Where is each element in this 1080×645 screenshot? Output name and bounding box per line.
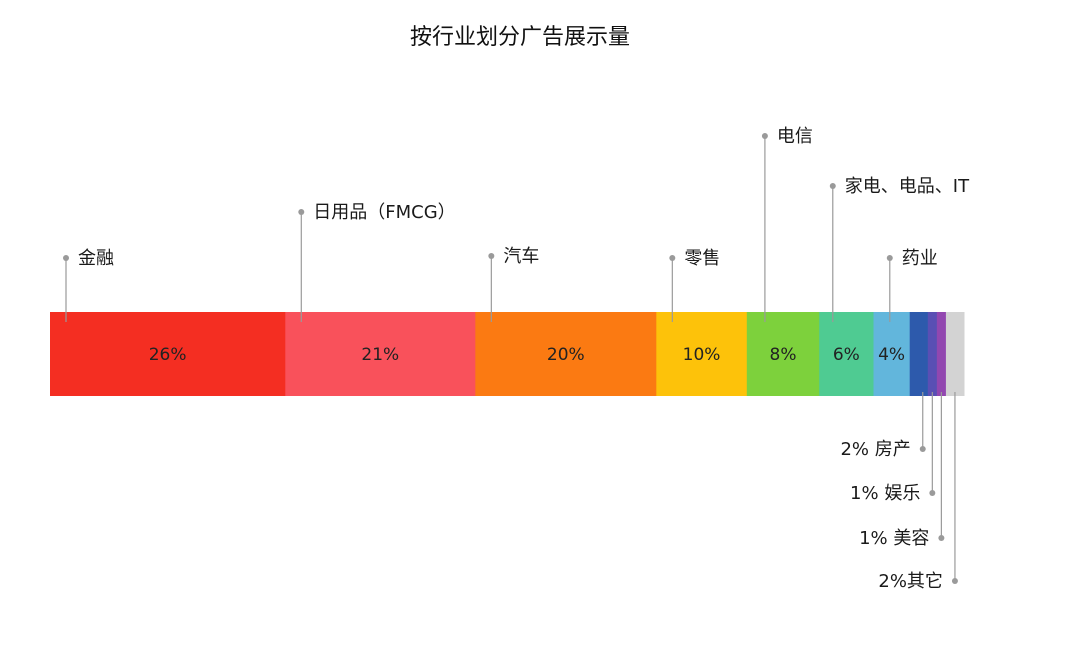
chart-title: 按行业划分广告展示量 <box>410 25 630 50</box>
category-label: 药业 <box>902 248 938 269</box>
category-label: 1% 美容 <box>859 528 929 549</box>
category-label: 2%其它 <box>878 571 943 592</box>
leader-dot <box>929 490 936 496</box>
segment-value-label: 10% <box>683 345 721 365</box>
segment-value-label: 20% <box>547 345 585 365</box>
segment-value-label: 26% <box>149 345 187 365</box>
category-label: 汽车 <box>503 246 539 267</box>
bar-segment <box>285 312 476 396</box>
leader-dot <box>886 255 893 261</box>
bar-segment <box>927 312 938 396</box>
bar-segment <box>819 312 875 396</box>
bar-segment <box>873 312 911 396</box>
category-label: 日用品（FMCG） <box>313 202 455 223</box>
leader-dot <box>919 446 926 452</box>
leader-dot <box>951 578 958 584</box>
segment-value-label: 4% <box>878 345 905 365</box>
segment-value-label: 21% <box>361 345 399 365</box>
bar-segment <box>936 312 947 396</box>
category-label: 金融 <box>78 248 114 269</box>
bar-segment <box>50 312 286 396</box>
category-label: 2% 房产 <box>840 439 910 460</box>
segment-value-label: 8% <box>770 345 797 365</box>
category-label: 家电、电品、IT <box>845 176 970 197</box>
leader-dot <box>938 535 945 541</box>
category-label: 电信 <box>777 126 813 147</box>
bar-segments: 26% 21% 20% 10% 8% 6% 4% <box>50 312 965 396</box>
leader-dot <box>761 133 768 139</box>
leader-dot <box>669 255 676 261</box>
segment-value-label: 6% <box>833 345 860 365</box>
bar-segment <box>945 312 965 396</box>
category-label: 1% 娱乐 <box>850 483 920 504</box>
bar-segment <box>656 312 748 396</box>
leader-dot <box>829 183 836 189</box>
bar-segment <box>746 312 820 396</box>
leader-dot <box>488 253 495 259</box>
category-label: 零售 <box>684 248 720 269</box>
leader-dot <box>63 255 69 261</box>
leader-dot <box>298 209 305 215</box>
bar-segment <box>475 312 657 396</box>
bar-segment <box>909 312 929 396</box>
